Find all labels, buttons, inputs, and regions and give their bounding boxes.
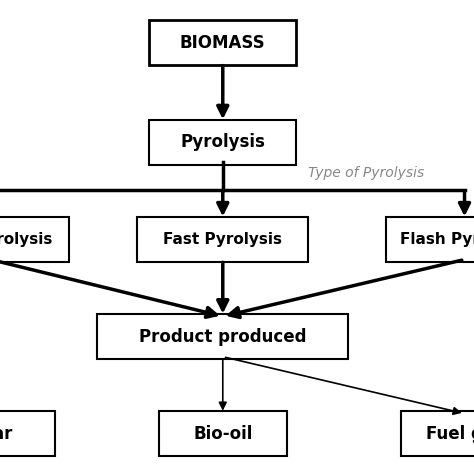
Text: Fuel gas: Fuel gas: [426, 425, 474, 443]
Text: Flash Pyrolysis: Flash Pyrolysis: [400, 232, 474, 247]
FancyBboxPatch shape: [137, 217, 308, 262]
FancyBboxPatch shape: [0, 411, 55, 456]
Text: Type of Pyrolysis: Type of Pyrolysis: [308, 166, 424, 180]
FancyBboxPatch shape: [401, 411, 474, 456]
Text: Slow Pyrolysis: Slow Pyrolysis: [0, 232, 52, 247]
FancyBboxPatch shape: [386, 217, 474, 262]
Text: Pyrolysis: Pyrolysis: [180, 133, 265, 151]
FancyBboxPatch shape: [0, 217, 69, 262]
FancyBboxPatch shape: [97, 314, 348, 359]
Text: Fast Pyrolysis: Fast Pyrolysis: [163, 232, 283, 247]
Text: Product produced: Product produced: [139, 328, 307, 346]
FancyBboxPatch shape: [149, 120, 296, 165]
Text: Char: Char: [0, 425, 12, 443]
FancyBboxPatch shape: [159, 411, 287, 456]
Text: Bio-oil: Bio-oil: [193, 425, 253, 443]
Text: BIOMASS: BIOMASS: [180, 34, 265, 52]
FancyBboxPatch shape: [149, 20, 296, 65]
